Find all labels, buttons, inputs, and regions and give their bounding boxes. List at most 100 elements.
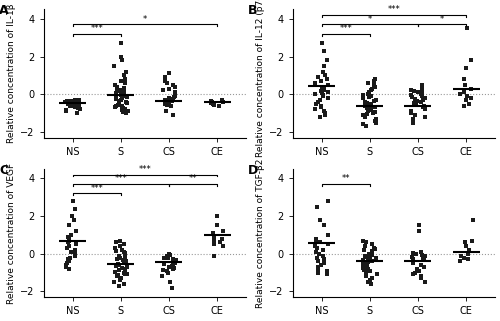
Point xyxy=(112,92,120,98)
Point xyxy=(163,253,171,258)
Point xyxy=(118,109,126,115)
Point xyxy=(408,94,416,100)
Point xyxy=(457,253,465,258)
Point xyxy=(410,89,418,94)
Text: D: D xyxy=(248,164,258,177)
Point xyxy=(169,82,177,87)
Point xyxy=(164,254,172,259)
Point xyxy=(159,267,167,272)
Point xyxy=(456,259,464,264)
Point xyxy=(362,240,370,245)
Point xyxy=(360,267,368,272)
Point xyxy=(318,89,326,94)
Point xyxy=(114,283,122,288)
Point xyxy=(209,101,217,106)
Point xyxy=(172,258,180,263)
Point xyxy=(462,97,469,102)
Point xyxy=(118,258,126,263)
Point xyxy=(123,271,131,276)
Point xyxy=(71,104,79,109)
Point xyxy=(170,94,178,100)
Point xyxy=(111,269,119,274)
Point xyxy=(167,103,175,108)
Point xyxy=(72,242,80,247)
Point xyxy=(72,103,80,108)
Point xyxy=(409,116,417,121)
Point xyxy=(359,95,367,100)
Y-axis label: Relative concentration of TGF-β2: Relative concentration of TGF-β2 xyxy=(256,158,265,308)
Point xyxy=(418,99,426,104)
Text: ***: *** xyxy=(90,184,103,193)
Y-axis label: Relative concentration of IL-1β: Relative concentration of IL-1β xyxy=(7,4,16,143)
Text: **: ** xyxy=(342,174,350,183)
Point xyxy=(420,265,428,270)
Point xyxy=(172,259,179,264)
Point xyxy=(367,93,375,99)
Point xyxy=(121,251,129,256)
Point xyxy=(76,102,84,107)
Y-axis label: Relative concentration of VEGF: Relative concentration of VEGF xyxy=(7,162,16,304)
Point xyxy=(320,257,328,262)
Point xyxy=(360,112,368,117)
Point xyxy=(71,253,79,258)
Point xyxy=(72,102,80,107)
Point xyxy=(368,86,376,91)
Point xyxy=(463,26,471,31)
Point xyxy=(110,246,118,251)
Point xyxy=(364,90,372,95)
Point xyxy=(164,270,172,275)
Point xyxy=(215,103,223,108)
Text: ***: *** xyxy=(138,165,151,174)
Point xyxy=(70,103,78,108)
Point xyxy=(112,91,120,96)
Point xyxy=(64,234,72,239)
Point xyxy=(124,108,132,114)
Point xyxy=(361,104,369,109)
Point xyxy=(314,270,322,275)
Point xyxy=(162,268,170,273)
Point xyxy=(368,252,376,257)
Point xyxy=(314,99,322,104)
Point xyxy=(210,234,218,239)
Point xyxy=(368,110,376,116)
Point xyxy=(318,91,326,96)
Point xyxy=(368,259,376,264)
Point xyxy=(72,101,80,106)
Point xyxy=(364,263,372,268)
Point xyxy=(312,101,320,106)
Point xyxy=(359,92,367,98)
Point xyxy=(118,95,126,100)
Point xyxy=(210,102,218,107)
Point xyxy=(417,263,425,268)
Point xyxy=(166,280,174,285)
Point xyxy=(368,101,376,106)
Point xyxy=(414,98,422,103)
Point xyxy=(368,249,376,255)
Point xyxy=(76,100,84,105)
Point xyxy=(364,102,372,107)
Point xyxy=(210,242,218,247)
Point xyxy=(319,247,327,253)
Point xyxy=(115,253,123,258)
Point xyxy=(370,246,378,251)
Point xyxy=(461,82,469,87)
Point xyxy=(371,105,379,110)
Point xyxy=(362,106,370,111)
Text: ***: *** xyxy=(90,24,103,33)
Point xyxy=(72,97,80,102)
Point xyxy=(116,244,124,249)
Point xyxy=(324,77,332,82)
Point xyxy=(162,80,170,85)
Point xyxy=(114,262,122,267)
Point xyxy=(409,257,417,262)
Point xyxy=(165,100,173,105)
Point xyxy=(118,58,126,63)
Point xyxy=(462,65,470,70)
Point xyxy=(321,112,329,117)
Point xyxy=(312,238,320,243)
Point xyxy=(114,87,122,92)
Point xyxy=(122,250,130,256)
Point xyxy=(311,107,319,112)
Point xyxy=(116,276,124,281)
Point xyxy=(112,104,120,109)
